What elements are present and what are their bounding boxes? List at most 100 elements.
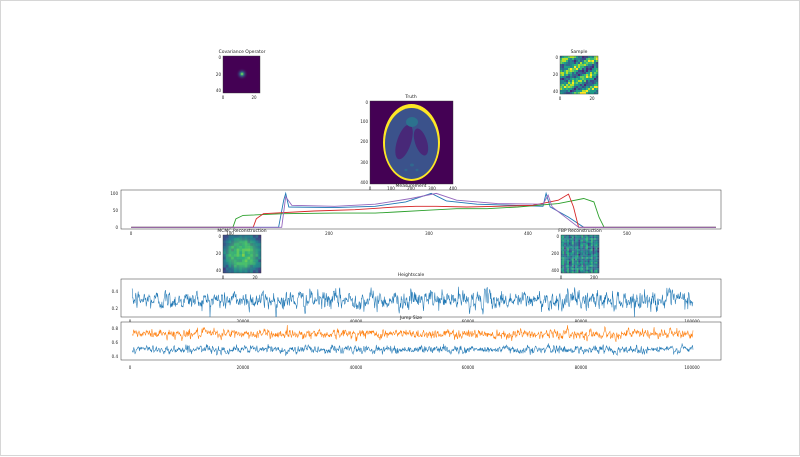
- heatmap-cell: [581, 265, 584, 267]
- heatmap-cell: [233, 256, 237, 260]
- heatmap-cell: [561, 250, 563, 253]
- heatmap-cell: [580, 242, 582, 245]
- x-tick-label: 80000: [575, 319, 588, 324]
- heatmap-cell: [594, 246, 596, 248]
- heatmap-cell: [594, 261, 596, 264]
- heatmap-cell: [573, 249, 576, 251]
- heatmap-cell: [584, 84, 587, 87]
- heatmap-cell: [567, 257, 570, 259]
- heatmap-cell: [566, 68, 569, 71]
- heatmap-cell: [596, 62, 599, 65]
- heatmap-cell: [562, 66, 565, 69]
- heatmap-cell: [597, 244, 600, 247]
- heatmap-cell: [562, 255, 565, 258]
- heatmap-cell: [561, 252, 563, 255]
- heatmap-cell: [564, 58, 567, 61]
- heatmap-cell: [592, 255, 595, 258]
- heatmap-cell: [595, 265, 598, 267]
- heatmap-cell: [572, 88, 575, 91]
- heatmap-cell: [576, 241, 579, 244]
- heatmap-cell: [576, 263, 579, 266]
- heatmap-cell: [236, 270, 240, 274]
- heatmap-cell: [255, 251, 259, 255]
- heatmap-cell: [562, 266, 565, 269]
- heatmap-cell: [564, 252, 566, 255]
- heatmap-cell: [588, 60, 591, 63]
- heatmap-cell: [596, 64, 599, 67]
- heatmap-cell: [586, 250, 589, 253]
- heatmap-cell: [244, 240, 248, 244]
- heatmap-cell: [590, 66, 593, 69]
- panel-title: Measurement: [396, 183, 427, 189]
- heatmap-cell: [578, 254, 581, 256]
- heatmap-cell: [581, 254, 584, 256]
- y-tick-label: 100: [110, 191, 118, 196]
- panel-title: Sample: [571, 49, 588, 55]
- mcmc-reconstruction-panel: MCMC Reconstruction 0 20 40 0 20: [216, 228, 267, 280]
- heatmap-cell: [578, 260, 581, 263]
- heatmap-cell: [592, 261, 595, 264]
- heatmap-cell: [588, 66, 591, 69]
- heatmap-cell: [596, 80, 599, 83]
- heatmap-cell: [570, 86, 573, 89]
- heatmap-cell: [583, 250, 585, 253]
- heatmap-cell: [594, 271, 596, 274]
- jump-size-series: [131, 324, 694, 357]
- heatmap-cell: [584, 271, 587, 274]
- heatmap-cell: [223, 270, 226, 274]
- heatmap-cell: [242, 259, 245, 263]
- heatmap-cell: [560, 76, 563, 79]
- y-tick-label: 0: [218, 55, 221, 60]
- heatmap-cell: [594, 235, 596, 237]
- y-tick-label: 100: [360, 119, 368, 124]
- heatmap-cell: [573, 250, 576, 253]
- heatmap-cell: [594, 249, 596, 251]
- heatmap-cell: [231, 267, 234, 271]
- heatmap-cell: [582, 84, 585, 87]
- heatmap-cell: [589, 247, 592, 250]
- heatmap-cell: [582, 76, 585, 79]
- heatmap-cell: [592, 246, 595, 248]
- heatmap-cell: [570, 263, 573, 266]
- heatmap-cell: [570, 92, 573, 95]
- heatmap-cell: [252, 251, 256, 255]
- heatmap-cell: [258, 251, 262, 255]
- heatmap-cell: [576, 70, 579, 73]
- y-tick-label: 0: [365, 100, 368, 105]
- heatmap-cell: [575, 269, 577, 272]
- heatmap-cell: [572, 70, 575, 73]
- heatmap-cell: [560, 56, 563, 59]
- heatmap-cell: [568, 84, 571, 87]
- heatmap-cell: [574, 92, 577, 95]
- heatmap-cell: [592, 88, 595, 91]
- heatmap-cell: [592, 260, 595, 263]
- heatmap-cell: [223, 256, 226, 260]
- heatmap-cell: [583, 242, 585, 245]
- heatmap-cell: [576, 239, 579, 242]
- heatmap-cell: [587, 239, 590, 242]
- heatmap-cell: [594, 238, 596, 240]
- heatmap-cell: [575, 260, 577, 263]
- heatmap-cell: [587, 268, 590, 270]
- heatmap-cell: [562, 72, 565, 75]
- heatmap-cell: [242, 235, 245, 238]
- heatmap-cell: [564, 86, 567, 89]
- heatmap-cell: [565, 249, 568, 251]
- heatmap-cell: [584, 70, 587, 73]
- heatmap-cell: [573, 255, 576, 258]
- heatmap-cell: [595, 261, 598, 264]
- heatmap-cell: [584, 80, 587, 83]
- heatmap-cell: [587, 250, 590, 253]
- heatmap-cell: [590, 74, 593, 77]
- heatmap-cell: [591, 257, 593, 259]
- heatmap-cell: [580, 66, 583, 69]
- sample-heatmap: [560, 56, 599, 95]
- heatmap-cell: [575, 261, 577, 264]
- heatmap-cell: [578, 242, 581, 245]
- heatmap-cell: [574, 76, 577, 79]
- heatmap-cell: [570, 56, 573, 59]
- heatmap-cell: [594, 236, 596, 239]
- heatmap-cell: [587, 238, 590, 240]
- heatmap-cell: [572, 269, 574, 272]
- heatmap-cell: [570, 252, 573, 255]
